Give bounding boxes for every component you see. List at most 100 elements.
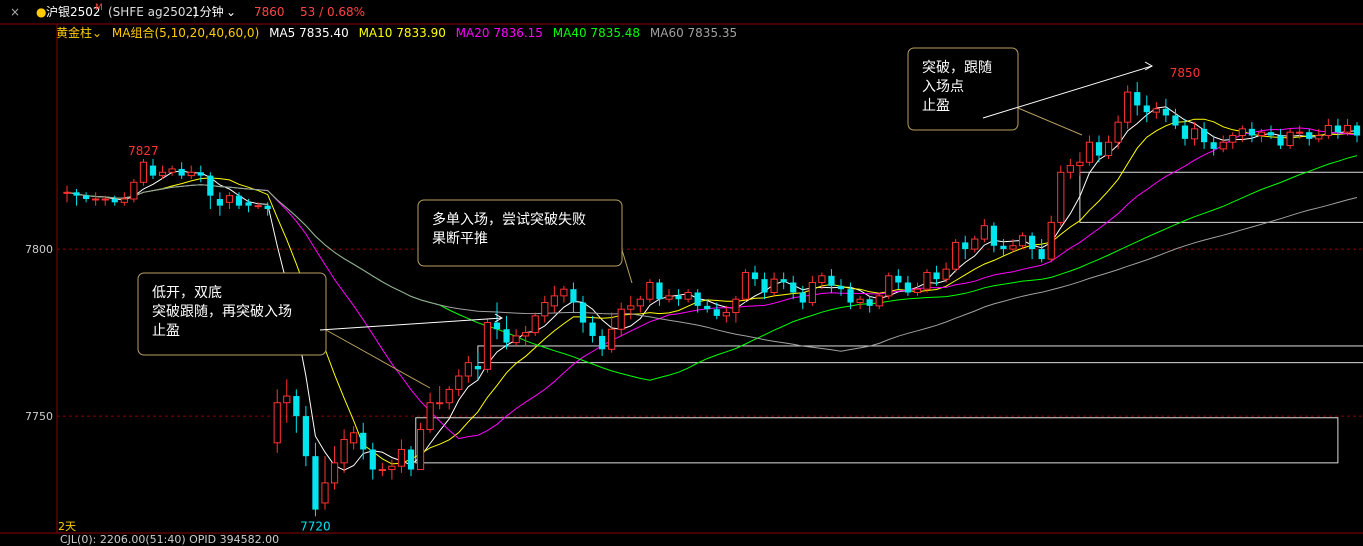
candle-body-down bbox=[1181, 125, 1189, 139]
indicator-selector[interactable]: 黄金柱 bbox=[56, 26, 93, 40]
ma-group-label[interactable]: MA组合(5,10,20,40,60,0) bbox=[111, 26, 260, 40]
candle-body-up bbox=[1296, 131, 1304, 134]
candle-body-down bbox=[1353, 125, 1361, 136]
candle bbox=[1152, 102, 1160, 119]
candle-body-down bbox=[599, 335, 606, 350]
candle-body-down bbox=[895, 275, 902, 283]
candle bbox=[512, 329, 520, 346]
candle-body-down bbox=[751, 272, 759, 280]
candle bbox=[684, 289, 692, 303]
candle-body-up bbox=[875, 295, 883, 307]
candle bbox=[483, 319, 492, 373]
candle-body-down bbox=[1162, 108, 1169, 116]
candle bbox=[330, 446, 339, 490]
candle-body-down bbox=[799, 292, 806, 303]
candle-body-down bbox=[1095, 142, 1103, 156]
candle bbox=[808, 275, 816, 306]
candle bbox=[913, 282, 922, 296]
candle-body-up bbox=[1085, 141, 1094, 163]
candle bbox=[1047, 215, 1055, 263]
candle-body-up bbox=[550, 295, 558, 307]
candle-body-down bbox=[570, 289, 577, 303]
chevron-down-icon[interactable]: ⌄ bbox=[226, 5, 237, 19]
candle-body-up bbox=[722, 312, 730, 317]
candle-body-up bbox=[168, 168, 176, 173]
candle-body-up bbox=[885, 275, 893, 297]
candle bbox=[1104, 135, 1113, 159]
candle bbox=[1009, 239, 1017, 253]
candle bbox=[178, 162, 185, 179]
ma20-value: MA20 7836.15 bbox=[455, 26, 543, 40]
candle bbox=[570, 282, 577, 313]
candle-body-up bbox=[1219, 141, 1227, 150]
candle bbox=[780, 272, 787, 290]
candle bbox=[254, 202, 262, 210]
candle bbox=[541, 295, 549, 323]
candle-body-down bbox=[675, 295, 682, 300]
candle bbox=[962, 235, 969, 260]
candle-body-down bbox=[579, 302, 587, 323]
candle bbox=[1201, 122, 1208, 149]
candle bbox=[1257, 128, 1266, 143]
candle bbox=[828, 269, 835, 293]
chevron-down-icon[interactable]: ⌄ bbox=[92, 26, 103, 40]
candle-body-down bbox=[1143, 105, 1150, 113]
candle bbox=[340, 429, 348, 473]
candle-body-down bbox=[293, 396, 300, 417]
candle-body-down bbox=[1201, 128, 1208, 143]
candle-body-down bbox=[1000, 245, 1007, 250]
candle-body-up bbox=[512, 335, 520, 344]
candle-body-up bbox=[1124, 91, 1132, 123]
candle bbox=[312, 442, 319, 517]
candle bbox=[560, 285, 568, 303]
callout-box bbox=[417, 199, 623, 267]
arrow-head-icon bbox=[1144, 61, 1154, 71]
candle-body-up bbox=[416, 428, 425, 471]
candle bbox=[397, 439, 406, 473]
symbol-dot-icon: ● bbox=[36, 5, 47, 19]
ma10-value: MA10 7833.90 bbox=[358, 26, 446, 40]
candle-body-up bbox=[531, 315, 539, 334]
candle-body-down bbox=[503, 329, 510, 343]
candle-body-up bbox=[1257, 131, 1266, 137]
candle bbox=[1066, 158, 1074, 179]
candle-body-up bbox=[350, 432, 358, 444]
candle-body-up bbox=[63, 191, 71, 194]
arrow-head-icon bbox=[494, 313, 504, 323]
close-icon[interactable]: × bbox=[10, 5, 21, 19]
candle bbox=[713, 302, 720, 320]
candle bbox=[1315, 128, 1323, 143]
candle-body-down bbox=[197, 172, 204, 176]
candle bbox=[149, 158, 157, 179]
candle-body-up bbox=[1324, 125, 1332, 137]
callout-text: 止盈 bbox=[152, 323, 180, 339]
callout-text: 入场点 bbox=[922, 79, 964, 95]
candle bbox=[837, 279, 845, 296]
symbol-main-sup: M bbox=[95, 3, 103, 13]
candle bbox=[216, 192, 223, 216]
candle bbox=[942, 262, 950, 283]
candle-body-up bbox=[445, 388, 453, 404]
candle-body-down bbox=[360, 432, 367, 450]
candle-body-up bbox=[856, 298, 864, 304]
symbol-name[interactable]: 沪银2502 bbox=[46, 5, 101, 19]
candle-body-down bbox=[1267, 132, 1275, 136]
candle bbox=[761, 272, 768, 300]
candle-body-up bbox=[923, 271, 931, 290]
candle-body-down bbox=[1334, 125, 1341, 133]
candle-body-down bbox=[837, 285, 845, 290]
candle-body-up bbox=[646, 281, 654, 300]
peak-price-label: 7850 bbox=[1170, 66, 1201, 80]
candle-body-down bbox=[847, 289, 854, 303]
price-change: 53 / 0.68% bbox=[300, 5, 366, 19]
candle-body-up bbox=[1190, 128, 1199, 140]
candle bbox=[599, 329, 606, 356]
candle bbox=[378, 462, 386, 477]
candle-body-down bbox=[713, 309, 720, 316]
candle bbox=[426, 392, 434, 433]
candle bbox=[407, 446, 415, 477]
candle-body-down bbox=[1134, 92, 1141, 106]
candle bbox=[464, 355, 472, 383]
period-selector[interactable]: 1分钟 bbox=[192, 5, 224, 19]
